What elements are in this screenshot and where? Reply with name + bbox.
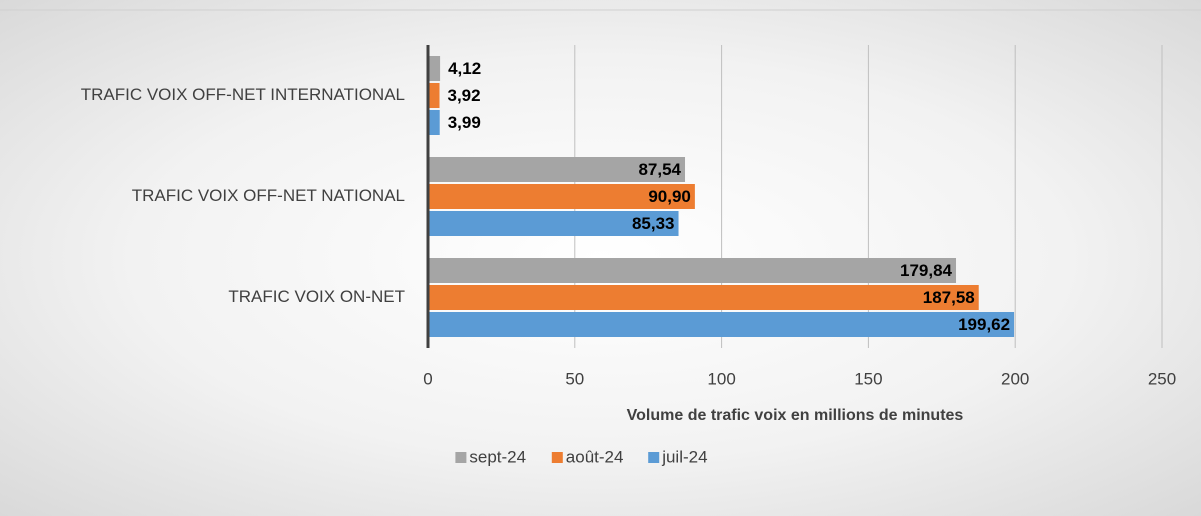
x-tick-label: 100 — [707, 369, 735, 388]
x-tick-label: 50 — [565, 369, 584, 388]
legend-label: août-24 — [566, 447, 624, 466]
value-label: 4,12 — [448, 59, 481, 78]
legend-swatch — [455, 452, 467, 463]
legend-label: sept-24 — [469, 447, 526, 466]
value-label: 3,99 — [448, 113, 481, 132]
bar — [428, 110, 440, 135]
value-label: 199,62 — [958, 315, 1010, 334]
value-label: 179,84 — [900, 261, 953, 280]
x-tick-label: 0 — [423, 369, 432, 388]
category-label: TRAFIC VOIX OFF-NET NATIONAL — [132, 186, 405, 205]
bar — [428, 83, 440, 108]
legend-swatch — [648, 452, 660, 463]
bar — [428, 258, 957, 283]
legend-swatch — [551, 452, 563, 463]
x-tick-label: 150 — [854, 369, 882, 388]
bar — [428, 56, 441, 81]
x-tick-label: 250 — [1148, 369, 1176, 388]
bar — [428, 184, 695, 209]
value-label: 90,90 — [648, 187, 691, 206]
bar — [428, 285, 979, 310]
bar — [428, 157, 686, 182]
category-label: TRAFIC VOIX OFF-NET INTERNATIONAL — [81, 85, 405, 104]
legend-label: juil-24 — [661, 447, 707, 466]
bar — [428, 211, 679, 236]
bar — [428, 312, 1015, 337]
value-label: 3,92 — [448, 86, 481, 105]
category-label: TRAFIC VOIX ON-NET — [228, 287, 405, 306]
value-label: 85,33 — [632, 214, 675, 233]
value-label: 187,58 — [923, 288, 975, 307]
x-axis-title: Volume de trafic voix en millions de min… — [627, 407, 964, 424]
x-tick-label: 200 — [1001, 369, 1029, 388]
value-label: 87,54 — [638, 160, 681, 179]
